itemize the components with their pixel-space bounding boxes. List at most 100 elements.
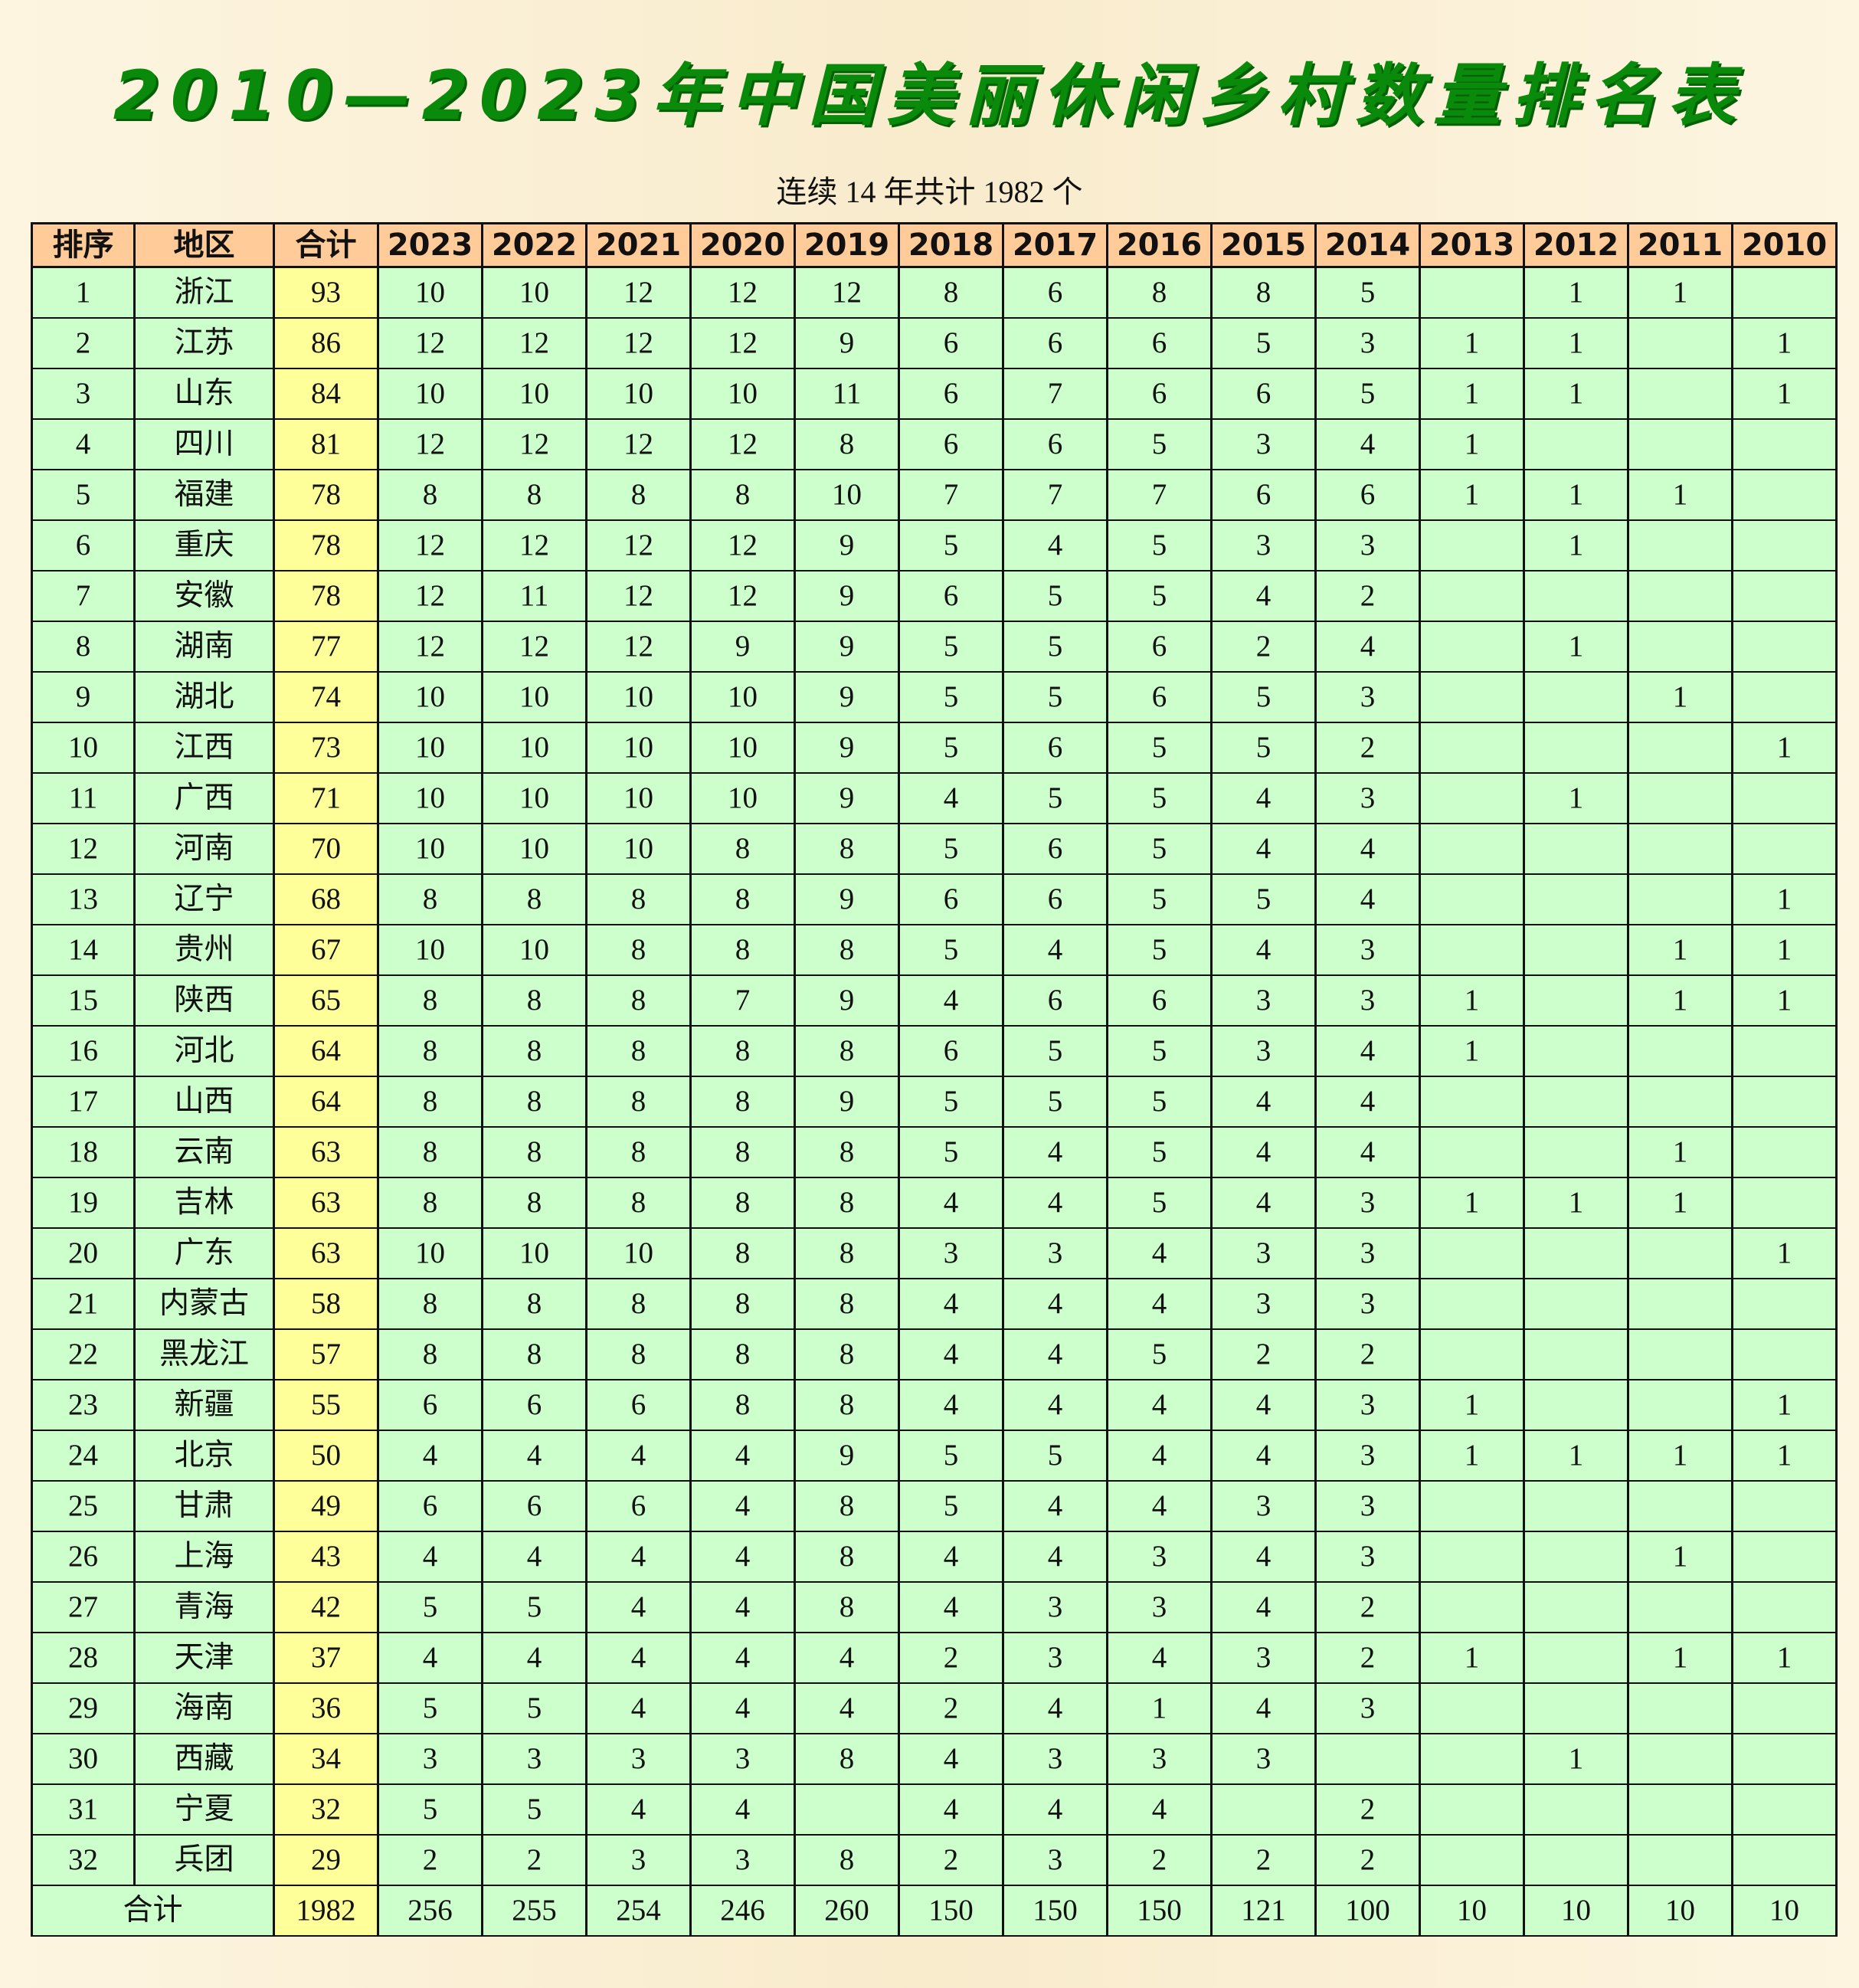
year-count-cell: 1 — [1731, 368, 1838, 420]
year-count-cell: 8 — [377, 1076, 483, 1128]
year-count-cell: 6 — [377, 1480, 483, 1532]
year-count-cell: 4 — [1314, 1126, 1421, 1178]
year-count-cell: 1 — [1627, 1177, 1733, 1229]
year-count-cell: 2 — [1210, 1328, 1317, 1380]
column-header: 2013 — [1419, 222, 1525, 268]
year-count-cell: 4 — [898, 1581, 1004, 1633]
rank-cell: 7 — [31, 570, 136, 622]
year-count-cell: 8 — [1106, 266, 1213, 319]
column-header: 2018 — [898, 222, 1004, 268]
table-row: 28 天津 37 4 4 4 4 4 2 3 4 3 2 1 1 1 — [31, 1632, 1838, 1684]
year-count-cell: 5 — [1002, 621, 1108, 673]
year-count-cell: 4 — [1210, 823, 1317, 875]
year-count-cell: 6 — [898, 418, 1004, 470]
year-count-cell: 8 — [794, 1379, 900, 1431]
year-count-cell: 8 — [377, 1126, 483, 1178]
column-header: 2020 — [689, 222, 796, 268]
year-count-cell: 8 — [585, 924, 692, 976]
year-count-cell: 9 — [794, 1076, 900, 1128]
year-count-cell: 8 — [794, 924, 900, 976]
year-count-cell: 6 — [1002, 266, 1108, 319]
year-count-cell: 6 — [1002, 823, 1108, 875]
year-count-cell: 4 — [1314, 823, 1421, 875]
year-count-cell: 10 — [689, 368, 796, 420]
year-count-cell — [1731, 1783, 1838, 1836]
year-count-cell: 4 — [689, 1632, 796, 1684]
year-count-cell: 6 — [898, 873, 1004, 925]
year-count-cell: 1 — [1627, 469, 1733, 521]
year-count-cell: 4 — [1314, 873, 1421, 925]
table-row: 26 上海 43 4 4 4 4 8 4 4 3 4 3 1 — [31, 1531, 1838, 1583]
year-count-cell — [1419, 1126, 1525, 1178]
year-count-cell — [1523, 1126, 1629, 1178]
year-count-cell: 3 — [1314, 1682, 1421, 1734]
year-count-cell — [1523, 418, 1629, 470]
year-count-cell: 8 — [794, 1126, 900, 1178]
year-count-cell: 4 — [377, 1531, 483, 1583]
year-count-cell: 2 — [1314, 1328, 1421, 1380]
year-count-cell: 4 — [1106, 1278, 1213, 1330]
year-count-cell: 8 — [689, 924, 796, 976]
year-count-cell: 1 — [1627, 266, 1733, 319]
year-count-cell — [1627, 1733, 1733, 1785]
year-count-cell: 8 — [794, 1177, 900, 1229]
year-count-cell: 1 — [1523, 317, 1629, 369]
total-cell: 65 — [273, 974, 379, 1027]
year-count-cell: 4 — [1002, 1379, 1108, 1431]
total-cell: 57 — [273, 1328, 379, 1380]
year-count-cell: 5 — [1210, 873, 1317, 925]
year-count-cell: 3 — [1314, 1177, 1421, 1229]
total-cell: 34 — [273, 1733, 379, 1785]
year-count-cell: 8 — [585, 1328, 692, 1380]
year-count-cell: 1 — [1627, 924, 1733, 976]
grand-total-cell: 1982 — [273, 1885, 379, 1937]
year-count-cell: 6 — [481, 1379, 587, 1431]
rank-cell: 29 — [31, 1682, 136, 1734]
year-count-cell — [1523, 1480, 1629, 1532]
year-count-cell: 5 — [1002, 1430, 1108, 1482]
year-count-cell: 4 — [1210, 1177, 1317, 1229]
year-count-cell: 3 — [1314, 1379, 1421, 1431]
year-count-cell: 2 — [898, 1632, 1004, 1684]
year-count-cell — [1419, 1328, 1525, 1380]
year-count-cell: 4 — [585, 1430, 692, 1482]
year-count-cell — [1627, 1379, 1733, 1431]
year-count-cell: 3 — [1210, 1025, 1317, 1077]
year-count-cell — [1523, 570, 1629, 622]
year-count-cell: 1 — [1523, 621, 1629, 673]
year-count-cell: 5 — [1106, 1126, 1213, 1178]
region-cell: 黑龙江 — [133, 1328, 275, 1380]
year-count-cell: 6 — [377, 1379, 483, 1431]
year-count-cell: 1 — [1419, 469, 1525, 521]
year-count-cell: 3 — [1106, 1733, 1213, 1785]
year-count-cell: 6 — [898, 368, 1004, 420]
year-count-cell: 8 — [377, 873, 483, 925]
year-count-cell: 1 — [1731, 974, 1838, 1027]
year-count-cell: 8 — [689, 1076, 796, 1128]
year-count-cell: 1 — [1731, 1227, 1838, 1279]
year-count-cell: 4 — [898, 1783, 1004, 1836]
column-header: 2016 — [1106, 222, 1213, 268]
total-cell: 68 — [273, 873, 379, 925]
region-cell: 贵州 — [133, 924, 275, 976]
year-count-cell — [1419, 722, 1525, 774]
year-count-cell: 10 — [377, 368, 483, 420]
table-row: 20 广东 63 10 10 10 8 8 3 3 4 3 3 1 — [31, 1227, 1838, 1279]
year-count-cell: 6 — [1002, 317, 1108, 369]
year-count-cell: 1 — [1731, 1379, 1838, 1431]
year-count-cell: 3 — [1002, 1834, 1108, 1886]
year-count-cell: 3 — [1210, 1480, 1317, 1532]
year-count-cell: 8 — [1210, 266, 1317, 319]
year-count-cell — [1627, 418, 1733, 470]
year-count-cell: 8 — [689, 1025, 796, 1077]
year-count-cell: 5 — [1106, 570, 1213, 622]
page-subtitle: 连续 14 年共计 1982 个 — [776, 175, 1083, 209]
year-count-cell: 1 — [1627, 974, 1733, 1027]
year-count-cell: 8 — [794, 418, 900, 470]
year-count-cell — [1627, 1682, 1733, 1734]
year-count-cell: 3 — [1002, 1581, 1108, 1633]
rank-cell: 14 — [31, 924, 136, 976]
year-count-cell: 5 — [898, 519, 1004, 572]
year-count-cell — [1731, 1126, 1838, 1178]
year-count-cell: 10 — [377, 823, 483, 875]
